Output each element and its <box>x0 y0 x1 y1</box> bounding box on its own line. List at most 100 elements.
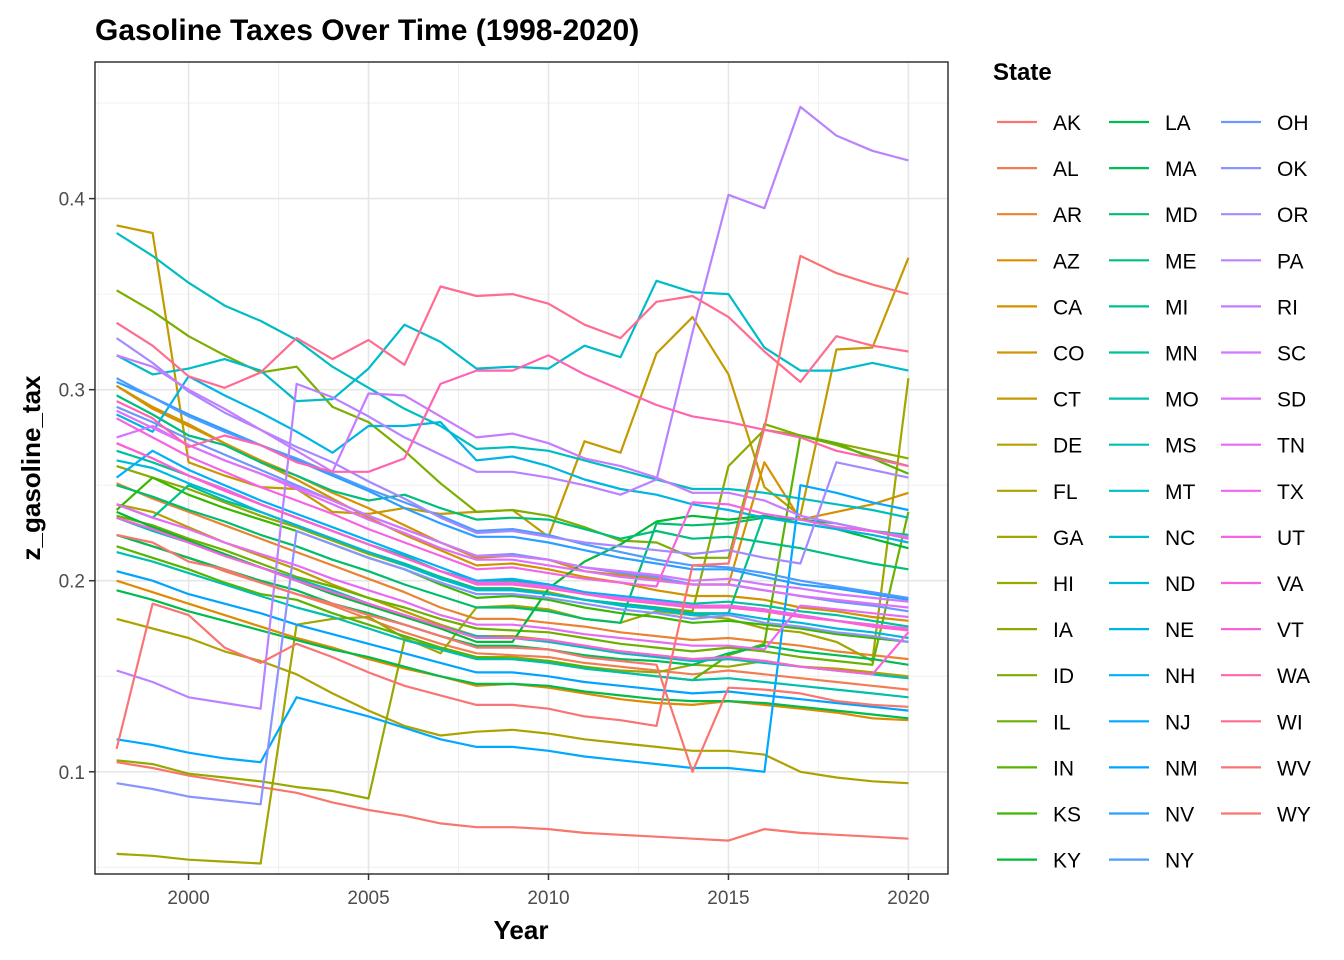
y-tick-label: 0.4 <box>59 190 86 211</box>
series-line-wy <box>116 533 909 773</box>
legend-item-or: OR <box>1221 204 1309 227</box>
legend-item-nd: ND <box>1109 573 1195 596</box>
legend-item-ga: GA <box>997 527 1083 550</box>
legend-label-nm: NM <box>1165 757 1198 780</box>
legend-label-wy: WY <box>1277 804 1311 827</box>
legend-item-me: ME <box>1109 250 1197 273</box>
legend-label-nc: NC <box>1165 527 1195 550</box>
plot-panel <box>94 61 949 875</box>
series-line-nc <box>116 279 909 403</box>
legend-item-oh: OH <box>1221 112 1309 135</box>
x-axis-title: Year <box>494 915 549 945</box>
series-line-ar <box>116 482 909 661</box>
series-line-tn <box>116 503 909 651</box>
legend-item-wi: WI <box>1221 711 1303 734</box>
legend-item-nv: NV <box>1109 804 1194 827</box>
legend-item-wa: WA <box>1221 665 1310 688</box>
legend-item-ky: KY <box>997 850 1081 873</box>
legend-item-de: DE <box>997 435 1082 458</box>
series-line-nd <box>116 459 909 640</box>
series-line-wv <box>115 254 909 750</box>
legend-item-il: IL <box>997 711 1071 734</box>
series-line-va <box>116 516 910 676</box>
grid-minor <box>95 62 948 874</box>
legend-item-ak: AK <box>997 112 1081 135</box>
legend-item-ri: RI <box>1221 296 1298 319</box>
legend-item-nh: NH <box>1109 665 1195 688</box>
legend-label-ca: CA <box>1053 296 1082 319</box>
legend-item-mo: MO <box>1109 389 1199 412</box>
legend-label-az: AZ <box>1053 250 1080 273</box>
legend-item-ms: MS <box>1109 435 1197 458</box>
series-line-ri <box>116 354 909 538</box>
legend-label-ak: AK <box>1053 112 1081 135</box>
legend-label-hi: HI <box>1053 573 1074 596</box>
x-tick-label: 2000 <box>167 888 209 909</box>
legend-item-mt: MT <box>1109 481 1195 504</box>
series-line-ga <box>116 378 910 865</box>
legend-label-il: IL <box>1053 711 1071 734</box>
chart-title: Gasoline Taxes Over Time (1998-2020) <box>95 14 639 47</box>
legend-item-in: IN <box>997 757 1074 780</box>
series-line-ne <box>116 375 909 544</box>
series-line-ma <box>116 533 909 666</box>
legend-item-nm: NM <box>1109 757 1198 780</box>
legend-item-nj: NJ <box>1109 711 1191 734</box>
series-line-la <box>116 589 909 720</box>
legend-label-nj: NJ <box>1165 711 1191 734</box>
legend-label-ma: MA <box>1165 158 1197 181</box>
legend-item-co: CO <box>997 343 1085 366</box>
legend-item-sd: SD <box>1221 389 1306 412</box>
legend-item-ne: NE <box>1109 619 1194 642</box>
legend-label-ga: GA <box>1053 527 1083 550</box>
legend-item-hi: HI <box>997 573 1074 596</box>
legend-item-ar: AR <box>997 204 1082 227</box>
legend-label-tn: TN <box>1277 435 1305 458</box>
y-tick-label: 0.2 <box>59 572 85 593</box>
legend-items: AK AL AR AZ CA CO CT DE FL GA HI IA ID IL IN KS KY LA MA MD… <box>997 112 1311 873</box>
legend-item-md: MD <box>1109 204 1198 227</box>
legend-label-ne: NE <box>1165 619 1194 642</box>
legend-label-id: ID <box>1053 665 1074 688</box>
legend-label-mi: MI <box>1165 296 1188 319</box>
legend-item-nc: NC <box>1109 527 1195 550</box>
legend-item-va: VA <box>1221 573 1303 596</box>
legend-label-ut: UT <box>1277 527 1305 550</box>
series-line-il <box>116 511 910 666</box>
series-line-ks <box>115 476 909 643</box>
legend-label-or: OR <box>1277 204 1309 227</box>
legend-label-nv: NV <box>1165 804 1194 827</box>
series-line-nj <box>116 484 909 773</box>
legend-label-ny: NY <box>1165 850 1194 873</box>
x-tick-label: 2010 <box>527 888 569 909</box>
legend-item-tn: TN <box>1221 435 1305 458</box>
legend-label-oh: OH <box>1277 112 1309 135</box>
legend-label-wv: WV <box>1277 757 1311 780</box>
series-line-ak <box>116 761 909 842</box>
legend-label-nh: NH <box>1165 665 1195 688</box>
legend-label-sc: SC <box>1277 343 1306 366</box>
panel-background <box>95 62 948 874</box>
series-line-md <box>116 484 909 624</box>
legend-item-ca: CA <box>997 296 1082 319</box>
legend-item-al: AL <box>997 158 1079 181</box>
legend-label-mn: MN <box>1165 343 1198 366</box>
legend-item-ia: IA <box>997 619 1073 642</box>
y-tick-label: 0.1 <box>59 763 85 784</box>
legend-item-az: AZ <box>997 250 1080 273</box>
legend-label-pa: PA <box>1277 250 1303 273</box>
legend-item-fl: FL <box>997 481 1078 504</box>
legend-label-in: IN <box>1053 757 1074 780</box>
legend-label-mt: MT <box>1165 481 1195 504</box>
legend-item-ny: NY <box>1109 850 1194 873</box>
series-line-nm <box>116 570 909 712</box>
y-axis-title: z_gasoline_tax <box>16 375 46 561</box>
legend-item-id: ID <box>997 665 1074 688</box>
legend-item-wv: WV <box>1221 757 1311 780</box>
legend-item-pa: PA <box>1221 250 1303 273</box>
legend-item-mi: MI <box>1109 296 1188 319</box>
legend-label-nd: ND <box>1165 573 1195 596</box>
y-tick-label: 0.3 <box>59 381 85 402</box>
